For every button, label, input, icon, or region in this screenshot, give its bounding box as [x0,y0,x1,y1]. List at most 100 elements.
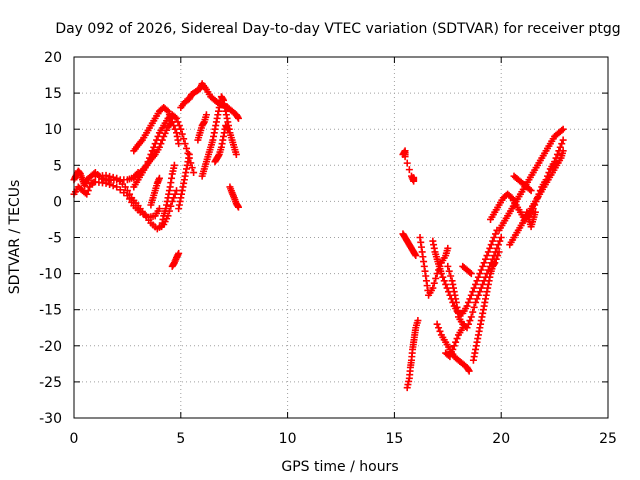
x-tick-label: 20 [492,431,510,447]
data-point-marker [443,284,451,292]
data-point-marker [480,259,488,267]
data-point-marker [464,320,472,328]
data-point-marker [484,248,492,256]
data-point-marker [444,262,452,270]
data-point-marker [182,144,190,152]
data-point-marker [439,273,447,281]
data-point-marker [414,317,422,325]
y-tick-label: -10 [39,267,62,283]
data-point-marker [437,270,445,278]
data-point-marker [467,270,475,278]
data-point-marker [168,118,176,126]
data-point-marker [472,298,480,306]
y-tick-label: -20 [39,339,62,355]
data-point-marker [202,111,210,119]
y-tick-label: 0 [53,194,62,210]
axis-ticks: 0 5 10 15 20 25 -30 -25 -20 -15 -10 -5 0 5 10 15 20 [39,50,617,447]
data-point-marker [185,150,193,158]
data-point-marker [497,234,505,241]
data-point-marker [446,353,454,361]
data-point-marker [470,284,478,292]
data-point-marker [232,150,240,158]
data-point-marker [116,186,124,194]
data-point-marker [492,230,500,238]
data-point-marker [177,125,185,133]
data-point-marker [482,255,490,263]
data-point-marker [401,153,409,161]
data-point-marker [447,272,455,280]
data-point-marker [466,317,474,325]
data-point-marker [440,277,448,285]
y-tick-label: -30 [39,411,62,427]
chart-title: Day 092 of 2026, Sidereal Day-to-day VTE… [55,21,620,37]
data-point-marker [106,181,114,189]
y-tick-label: -25 [39,375,62,391]
y-tick-label: 10 [44,122,62,138]
data-point-marker [531,208,539,216]
data-point-marker [486,244,494,252]
data-point-marker [551,158,559,166]
data-point-marker [180,135,188,143]
data-point-marker [170,161,178,169]
data-point-marker [473,295,481,303]
y-tick-label: 5 [53,158,62,174]
data-point-marker [120,189,128,197]
data-point-marker [469,308,477,316]
data-point-marker [109,173,117,181]
data-point-marker [476,288,484,296]
data-point-marker [164,107,172,115]
data-point-marker [113,183,121,191]
data-point-marker [155,174,163,182]
data-point-marker [445,267,453,275]
data-points [70,80,567,392]
y-tick-label: 15 [44,86,62,102]
data-point-marker [526,185,534,193]
data-point-marker [452,338,460,346]
data-point-marker [412,252,420,260]
y-axis-label: SDTVAR / TECUs [7,180,23,295]
data-point-marker [489,237,497,245]
data-point-marker [494,252,502,260]
data-point-marker [492,255,500,263]
data-point-marker [467,313,475,321]
data-point-marker [175,140,183,148]
data-point-marker [474,273,482,281]
data-point-marker [465,367,473,375]
data-point-marker [479,262,487,270]
data-point-marker [167,202,175,210]
data-point-marker [155,143,163,151]
data-point-marker [558,140,566,148]
data-point-marker [175,249,183,257]
data-point-marker [234,203,242,211]
data-point-marker [444,244,452,252]
data-point-marker [126,190,134,198]
data-point-marker [171,190,179,198]
data-point-marker [155,205,163,213]
data-point-marker [464,298,472,306]
data-point-marker [224,125,232,133]
data-point-marker [495,248,503,256]
x-axis-label: GPS time / hours [281,459,398,475]
y-tick-label: -15 [39,303,62,319]
data-point-marker [477,284,485,292]
data-point-marker [157,140,165,148]
data-point-marker [83,190,91,198]
data-point-marker [109,182,117,190]
data-point-marker [463,302,471,310]
data-point-marker [473,277,481,285]
data-point-marker [432,274,440,282]
data-point-marker [181,140,189,148]
data-point-marker [123,187,131,195]
data-point-marker [86,183,94,191]
data-point-marker [178,130,186,138]
data-point-marker [175,122,183,130]
data-point-marker [491,259,499,267]
data-point-marker [158,136,166,144]
data-point-marker [84,187,92,195]
data-point-marker [436,327,444,335]
data-point-marker [459,324,467,332]
data-point-marker [173,114,181,122]
data-point-marker [405,166,413,174]
data-point-marker [490,234,498,241]
